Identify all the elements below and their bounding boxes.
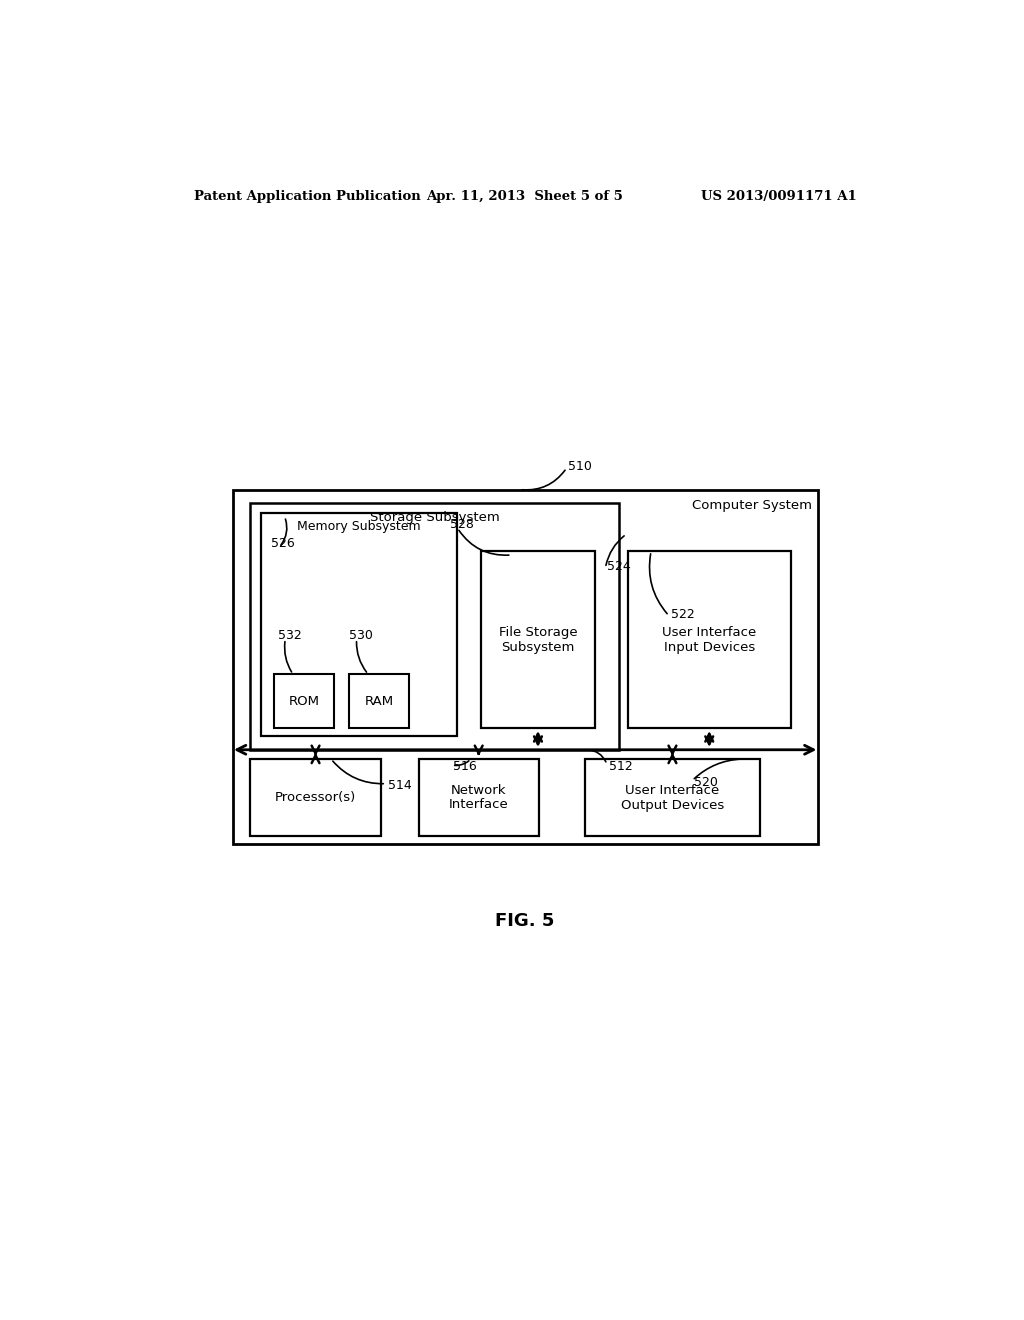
Text: User Interface
Output Devices: User Interface Output Devices	[621, 784, 724, 812]
Bar	[251, 759, 381, 836]
Text: 528: 528	[450, 517, 473, 531]
Text: Storage Subsystem: Storage Subsystem	[370, 511, 500, 524]
Text: Apr. 11, 2013  Sheet 5 of 5: Apr. 11, 2013 Sheet 5 of 5	[426, 190, 624, 203]
Text: 514: 514	[388, 779, 412, 792]
Bar	[251, 503, 618, 750]
Text: ROM: ROM	[289, 694, 319, 708]
Bar	[232, 490, 818, 843]
Bar	[419, 759, 539, 836]
Text: File Storage
Subsystem: File Storage Subsystem	[499, 626, 578, 653]
Text: 530: 530	[349, 630, 373, 643]
Text: 520: 520	[693, 776, 718, 788]
Bar	[349, 675, 410, 729]
Text: 522: 522	[671, 607, 694, 620]
Text: FIG. 5: FIG. 5	[496, 912, 554, 929]
Text: Memory Subsystem: Memory Subsystem	[297, 520, 421, 533]
Bar	[273, 675, 334, 729]
Text: RAM: RAM	[365, 694, 393, 708]
Bar	[480, 552, 595, 729]
Text: 526: 526	[271, 537, 295, 550]
Bar	[586, 759, 760, 836]
Text: 516: 516	[454, 760, 477, 774]
Text: 512: 512	[608, 760, 632, 774]
Bar	[628, 552, 791, 729]
Text: Processor(s): Processor(s)	[274, 791, 356, 804]
Text: Patent Application Publication: Patent Application Publication	[194, 190, 421, 203]
Text: Computer System: Computer System	[691, 499, 812, 512]
Text: 524: 524	[607, 560, 631, 573]
Text: US 2013/0091171 A1: US 2013/0091171 A1	[700, 190, 856, 203]
Text: User Interface
Input Devices: User Interface Input Devices	[663, 626, 757, 653]
Text: 510: 510	[568, 459, 592, 473]
Bar	[261, 512, 457, 737]
Text: Network
Interface: Network Interface	[449, 784, 509, 812]
Text: 532: 532	[278, 630, 301, 643]
